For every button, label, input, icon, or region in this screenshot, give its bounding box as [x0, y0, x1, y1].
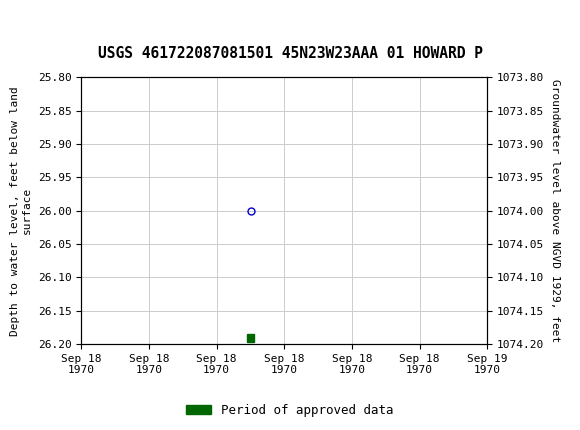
Bar [247, 334, 254, 342]
Text: USGS 461722087081501 45N23W23AAA 01 HOWARD P: USGS 461722087081501 45N23W23AAA 01 HOWA… [97, 46, 483, 61]
Y-axis label: Groundwater level above NGVD 1929, feet: Groundwater level above NGVD 1929, feet [550, 79, 560, 342]
Text: ▒USGS: ▒USGS [14, 12, 69, 33]
Legend: Period of approved data: Period of approved data [181, 399, 399, 421]
Y-axis label: Depth to water level, feet below land
surface: Depth to water level, feet below land su… [10, 86, 32, 335]
